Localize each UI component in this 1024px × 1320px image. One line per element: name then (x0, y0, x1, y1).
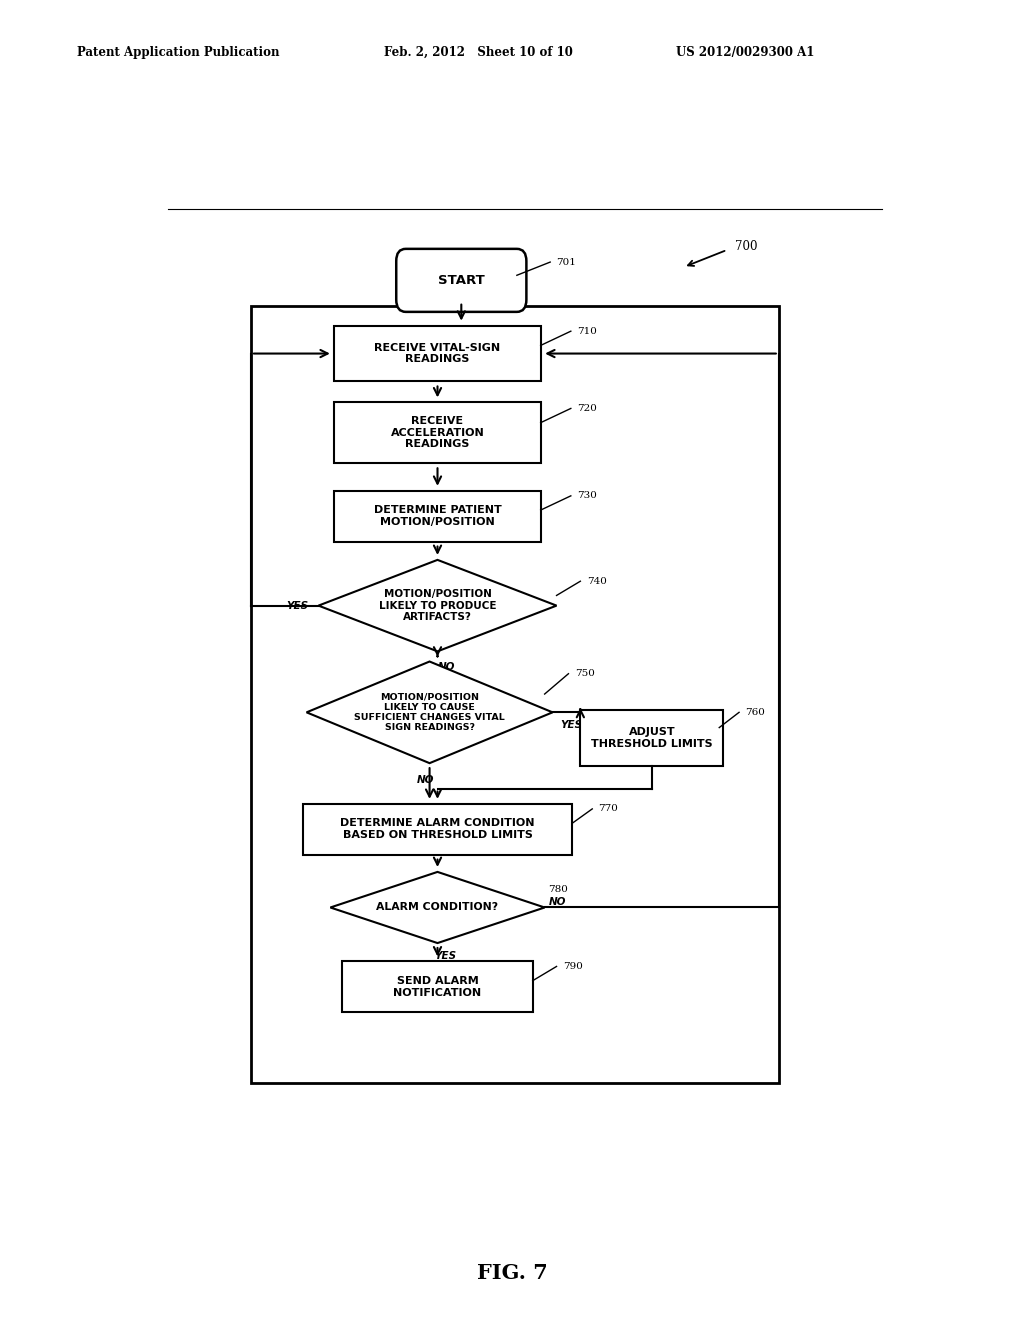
Text: 790: 790 (563, 962, 583, 972)
FancyBboxPatch shape (334, 403, 541, 463)
Text: 750: 750 (574, 669, 595, 678)
Text: 710: 710 (578, 326, 597, 335)
Text: NO: NO (417, 775, 434, 785)
Text: 720: 720 (578, 404, 597, 413)
FancyBboxPatch shape (334, 491, 541, 541)
Text: START: START (438, 273, 484, 286)
Text: 701: 701 (557, 257, 577, 267)
Text: ADJUST
THRESHOLD LIMITS: ADJUST THRESHOLD LIMITS (591, 727, 713, 748)
Text: RECEIVE
ACCELERATION
READINGS: RECEIVE ACCELERATION READINGS (390, 416, 484, 449)
Text: 730: 730 (578, 491, 597, 500)
Text: RECEIVE VITAL-SIGN
READINGS: RECEIVE VITAL-SIGN READINGS (375, 343, 501, 364)
FancyBboxPatch shape (342, 961, 532, 1012)
FancyBboxPatch shape (334, 326, 541, 381)
Text: DETERMINE ALARM CONDITION
BASED ON THRESHOLD LIMITS: DETERMINE ALARM CONDITION BASED ON THRES… (340, 818, 535, 840)
Text: 760: 760 (745, 708, 765, 717)
Text: ALARM CONDITION?: ALARM CONDITION? (377, 903, 499, 912)
Polygon shape (331, 873, 545, 942)
Text: US 2012/0029300 A1: US 2012/0029300 A1 (676, 46, 814, 59)
Text: 770: 770 (599, 804, 618, 813)
FancyBboxPatch shape (396, 249, 526, 312)
Text: NO: NO (549, 898, 566, 907)
FancyBboxPatch shape (581, 710, 723, 766)
Text: 700: 700 (735, 240, 758, 253)
Text: NO: NO (438, 661, 456, 672)
Text: DETERMINE PATIENT
MOTION/POSITION: DETERMINE PATIENT MOTION/POSITION (374, 506, 502, 527)
FancyBboxPatch shape (303, 804, 572, 854)
Text: FIG. 7: FIG. 7 (476, 1263, 548, 1283)
Text: YES: YES (560, 721, 583, 730)
Text: MOTION/POSITION
LIKELY TO CAUSE
SUFFICIENT CHANGES VITAL
SIGN READINGS?: MOTION/POSITION LIKELY TO CAUSE SUFFICIE… (354, 692, 505, 733)
Text: 740: 740 (587, 577, 606, 586)
Text: Feb. 2, 2012   Sheet 10 of 10: Feb. 2, 2012 Sheet 10 of 10 (384, 46, 572, 59)
Text: YES: YES (287, 601, 309, 611)
Text: SEND ALARM
NOTIFICATION: SEND ALARM NOTIFICATION (393, 975, 481, 998)
Text: MOTION/POSITION
LIKELY TO PRODUCE
ARTIFACTS?: MOTION/POSITION LIKELY TO PRODUCE ARTIFA… (379, 589, 497, 622)
Text: YES: YES (434, 952, 457, 961)
Text: Patent Application Publication: Patent Application Publication (77, 46, 280, 59)
Polygon shape (306, 661, 553, 763)
Text: 780: 780 (549, 884, 568, 894)
Polygon shape (318, 560, 557, 651)
